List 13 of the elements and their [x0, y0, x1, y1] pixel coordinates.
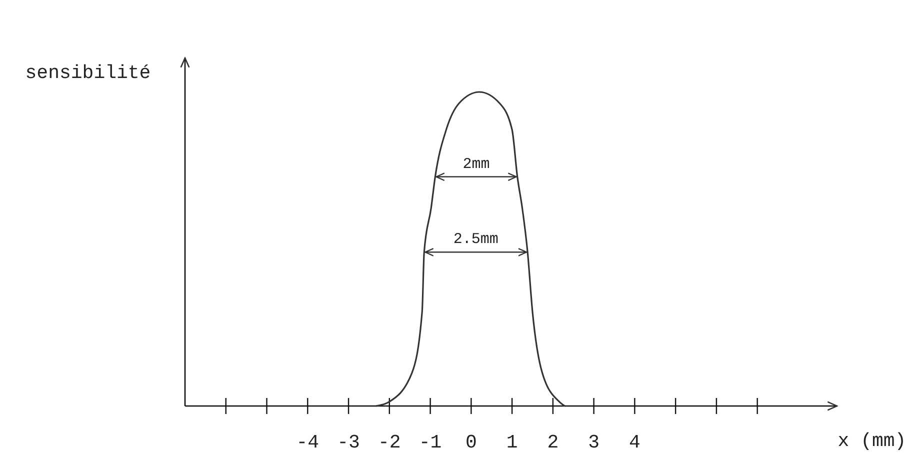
annotation: 2mm [462, 156, 490, 173]
annotation: 2.5mm [453, 231, 498, 248]
x-tick-label: -4 [296, 431, 320, 454]
x-tick-label: 0 [465, 431, 477, 454]
x-axis-title: x (mm) [838, 430, 906, 452]
x-tick-label: -1 [418, 431, 442, 454]
x-tick-label: 1 [506, 431, 518, 454]
x-tick-label: 2 [547, 431, 559, 454]
x-tick-label: -2 [378, 431, 401, 454]
x-tick-label: 3 [588, 431, 600, 454]
y-axis-title: sensibilité [25, 62, 151, 84]
x-tick-label: 4 [628, 431, 640, 454]
x-tick-label: -3 [337, 431, 360, 454]
